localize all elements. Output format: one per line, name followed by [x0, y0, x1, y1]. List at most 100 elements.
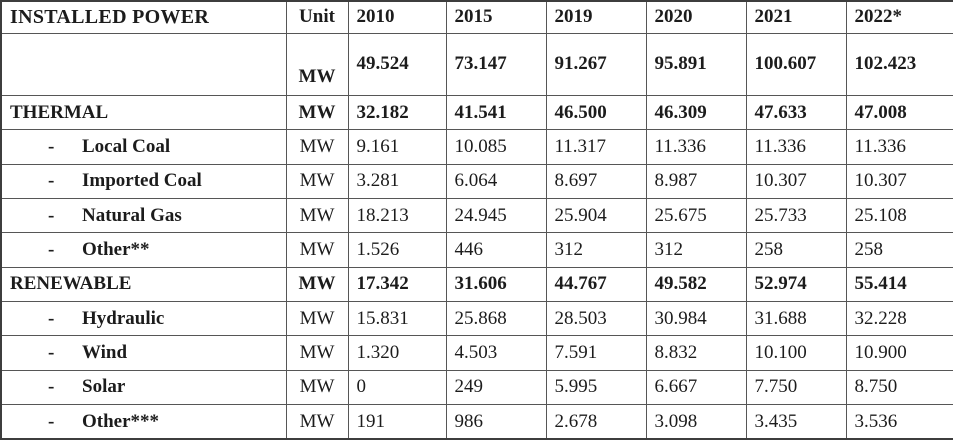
table-row-imported-coal: - Imported Coal MW 3.281 6.064 8.697 8.987 10.3…: [0, 163, 953, 200]
value-total-2020: 95.891: [645, 32, 747, 97]
year-header-2022: 2022*: [845, 0, 953, 34]
value-local-coal-2019: 11.317: [545, 129, 647, 165]
value-local-coal-2021: 11.336: [745, 129, 847, 165]
value-imported-coal-2020: 8.987: [645, 163, 747, 200]
table-row-natural-gas: - Natural Gas MW 18.213 24.945 25.904 25.675 25…: [0, 198, 953, 234]
row-unit: MW: [285, 369, 349, 406]
value-other-2015: 446: [445, 232, 547, 268]
value-natural-gas-2010: 18.213: [347, 198, 447, 234]
value-hydraulic-2010: 15.831: [347, 301, 447, 337]
value-thermal-2019: 46.500: [545, 95, 647, 131]
row-unit: MW: [285, 198, 349, 234]
value-thermal-2015: 41.541: [445, 95, 547, 131]
list-dash: -: [48, 239, 55, 261]
value-solar-2010: 0: [347, 369, 447, 406]
value-other-2021: 3.435: [745, 404, 847, 440]
value-local-coal-2015: 10.085: [445, 129, 547, 165]
table-row-hydraulic: - Hydraulic MW 15.831 25.868 28.503 30.984 31.6…: [0, 301, 953, 337]
row-unit: MW: [285, 232, 349, 268]
value-other-2015: 986: [445, 404, 547, 440]
value-local-coal-2020: 11.336: [645, 129, 747, 165]
row-unit: MW: [285, 95, 349, 131]
value-renewable-2010: 17.342: [347, 266, 447, 303]
value-thermal-2021: 47.633: [745, 95, 847, 131]
table-body: MW 49.524 73.147 91.267 95.891 100.607 102.423…: [0, 32, 953, 440]
value-wind-2015: 4.503: [445, 335, 547, 371]
value-wind-2010: 1.320: [347, 335, 447, 371]
row-unit: MW: [285, 32, 349, 97]
row-label-imported-coal: - Imported Coal: [0, 163, 287, 200]
table-title: INSTALLED POWER: [0, 0, 287, 34]
list-dash: -: [48, 342, 55, 364]
row-label-natural-gas: - Natural Gas: [0, 198, 287, 234]
year-header-2019: 2019: [545, 0, 647, 34]
sub-row-label: Hydraulic: [82, 307, 165, 329]
table-row-other: - Other** MW 1.526 446 312 312 258 258: [0, 232, 953, 268]
value-natural-gas-2015: 24.945: [445, 198, 547, 234]
value-solar-2021: 7.750: [745, 369, 847, 406]
value-other-2010: 1.526: [347, 232, 447, 268]
row-unit: MW: [285, 266, 349, 303]
table-row-thermal: THERMAL MW 32.182 41.541 46.500 46.309 47.633 4…: [0, 95, 953, 131]
year-header-2020: 2020: [645, 0, 747, 34]
row-unit: MW: [285, 163, 349, 200]
value-total-2019: 91.267: [545, 32, 647, 97]
year-header-2015: 2015: [445, 0, 547, 34]
value-hydraulic-2015: 25.868: [445, 301, 547, 337]
row-label-local-coal: - Local Coal: [0, 129, 287, 165]
row-label-other: - Other***: [0, 404, 287, 440]
value-imported-coal-2021: 10.307: [745, 163, 847, 200]
value-thermal-2010: 32.182: [347, 95, 447, 131]
sub-row-label: Imported Coal: [82, 170, 202, 192]
value-natural-gas-2019: 25.904: [545, 198, 647, 234]
year-header-2010: 2010: [347, 0, 447, 34]
value-thermal-2022: 47.008: [845, 95, 953, 131]
value-thermal-2020: 46.309: [645, 95, 747, 131]
value-imported-coal-2010: 3.281: [347, 163, 447, 200]
table-row-local-coal: - Local Coal MW 9.161 10.085 11.317 11.336 11.3…: [0, 129, 953, 165]
value-renewable-2019: 44.767: [545, 266, 647, 303]
table-row-other: - Other*** MW 191 986 2.678 3.098 3.435 3.536: [0, 404, 953, 440]
list-dash: -: [48, 307, 55, 329]
list-dash: -: [48, 376, 55, 398]
table-row-renewable: RENEWABLE MW 17.342 31.606 44.767 49.582 52.97…: [0, 266, 953, 303]
value-renewable-2022: 55.414: [845, 266, 953, 303]
list-dash: -: [48, 410, 55, 432]
row-label-thermal: THERMAL: [0, 95, 287, 131]
value-total-2021: 100.607: [745, 32, 847, 97]
sub-row-label: Wind: [82, 342, 128, 364]
value-solar-2020: 6.667: [645, 369, 747, 406]
row-label-hydraulic: - Hydraulic: [0, 301, 287, 337]
unit-column-header: Unit: [285, 0, 349, 34]
value-other-2021: 258: [745, 232, 847, 268]
value-imported-coal-2015: 6.064: [445, 163, 547, 200]
value-solar-2015: 249: [445, 369, 547, 406]
value-other-2019: 2.678: [545, 404, 647, 440]
row-label-solar: - Solar: [0, 369, 287, 406]
sub-row-label: Natural Gas: [82, 204, 182, 226]
value-wind-2020: 8.832: [645, 335, 747, 371]
value-hydraulic-2021: 31.688: [745, 301, 847, 337]
value-wind-2021: 10.100: [745, 335, 847, 371]
value-total-2022: 102.423: [845, 32, 953, 97]
value-natural-gas-2022: 25.108: [845, 198, 953, 234]
value-local-coal-2010: 9.161: [347, 129, 447, 165]
sub-row-label: Other***: [82, 410, 160, 432]
row-label-other: - Other**: [0, 232, 287, 268]
value-total-2010: 49.524: [347, 32, 447, 97]
row-unit: MW: [285, 404, 349, 440]
table-row-total: MW 49.524 73.147 91.267 95.891 100.607 102.423: [0, 32, 953, 97]
value-renewable-2015: 31.606: [445, 266, 547, 303]
year-header-2021: 2021: [745, 0, 847, 34]
value-local-coal-2022: 11.336: [845, 129, 953, 165]
value-other-2010: 191: [347, 404, 447, 440]
value-natural-gas-2020: 25.675: [645, 198, 747, 234]
row-label-renewable: RENEWABLE: [0, 266, 287, 303]
value-other-2020: 3.098: [645, 404, 747, 440]
row-unit: MW: [285, 129, 349, 165]
sub-row-label: Solar: [82, 376, 126, 398]
header-row: INSTALLED POWER Unit 2010 2015 2019 2020 202…: [0, 0, 953, 34]
value-renewable-2021: 52.974: [745, 266, 847, 303]
value-imported-coal-2022: 10.307: [845, 163, 953, 200]
